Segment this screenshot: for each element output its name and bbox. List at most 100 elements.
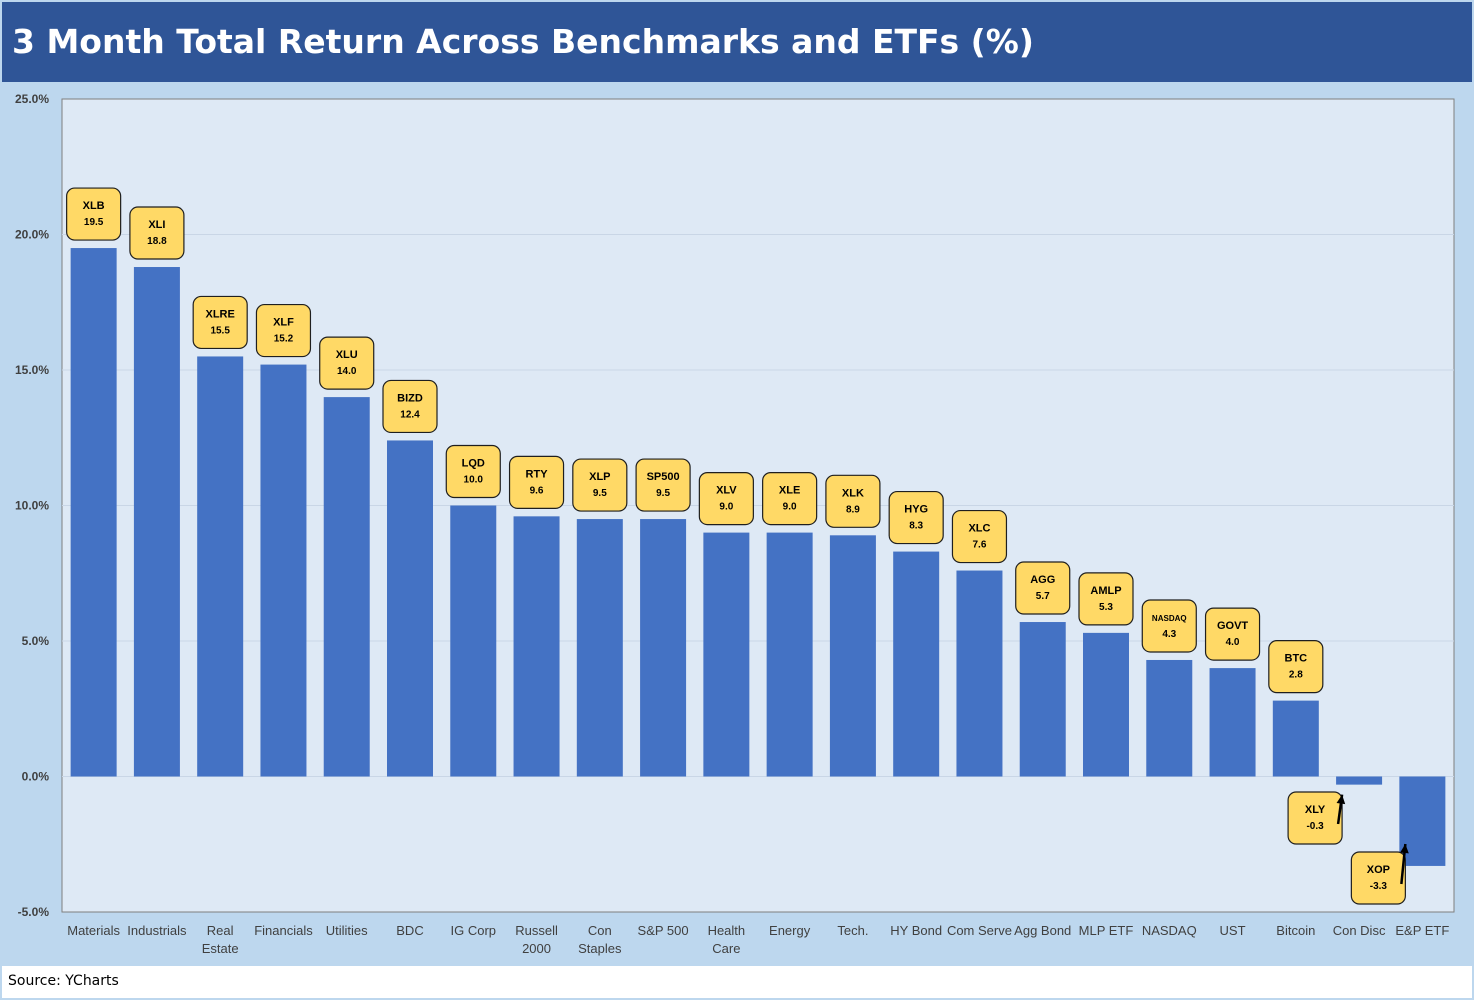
data-label-value: 7.6 bbox=[973, 540, 987, 551]
y-tick-label: -5.0% bbox=[18, 905, 50, 919]
x-tick-label: Con bbox=[588, 923, 612, 938]
bar bbox=[1209, 668, 1256, 777]
data-label-value: 14.0 bbox=[337, 366, 357, 377]
data-label-box bbox=[1350, 851, 1406, 905]
data-label-ticker: AMLP bbox=[1090, 585, 1121, 597]
data-label-value: 5.3 bbox=[1099, 602, 1113, 613]
y-tick-label: 5.0% bbox=[22, 634, 50, 648]
data-label-ticker: XLI bbox=[148, 219, 165, 231]
data-label-ticker: XLP bbox=[589, 471, 610, 483]
data-label-value: 15.5 bbox=[210, 325, 230, 336]
data-label-box bbox=[1287, 791, 1343, 845]
data-label-value: 12.4 bbox=[400, 409, 420, 420]
data-label-ticker: XLK bbox=[842, 487, 864, 499]
data-label-ticker: XLC bbox=[968, 523, 990, 535]
x-tick-label: Tech. bbox=[837, 923, 868, 938]
chart-area: 25.0% 20.0% 15.0% 10.0% 5.0% 0.0% -5.0% Materia… bbox=[2, 84, 1472, 966]
data-label-ticker: NASDAQ bbox=[1152, 614, 1187, 623]
data-label-value: 5.7 bbox=[1036, 591, 1050, 602]
y-tick-label: 10.0% bbox=[15, 499, 49, 513]
y-tick-label: 15.0% bbox=[15, 363, 49, 377]
data-label-value: 9.5 bbox=[593, 488, 607, 499]
data-label-value: -3.3 bbox=[1370, 881, 1388, 892]
x-tick-label: Materials bbox=[67, 923, 120, 938]
x-tick-label: Bitcoin bbox=[1276, 923, 1315, 938]
data-label-ticker: BTC bbox=[1285, 653, 1308, 665]
bar bbox=[956, 570, 1003, 777]
data-label-value: 2.8 bbox=[1289, 670, 1303, 681]
data-label-box bbox=[1141, 599, 1197, 653]
chart-title: 3 Month Total Return Across Benchmarks a… bbox=[12, 22, 1034, 61]
x-tick-label: Estate bbox=[202, 941, 239, 956]
title-bar: 3 Month Total Return Across Benchmarks a… bbox=[2, 2, 1472, 82]
x-tick-label: Utilities bbox=[326, 923, 368, 938]
x-tick-label: Agg Bond bbox=[1014, 923, 1071, 938]
bar bbox=[323, 397, 370, 777]
bar bbox=[513, 516, 560, 777]
data-label-ticker: XLY bbox=[1305, 804, 1326, 816]
data-label-value: 9.5 bbox=[656, 488, 670, 499]
data-label-ticker: XOP bbox=[1367, 864, 1390, 876]
x-tick-label: Health bbox=[708, 923, 746, 938]
data-label-ticker: XLV bbox=[716, 485, 737, 497]
data-label-ticker: BIZD bbox=[397, 392, 423, 404]
callout-arrowhead bbox=[1336, 794, 1346, 805]
source-bar: Source: YCharts bbox=[2, 966, 1472, 998]
source-note: Source: YCharts bbox=[8, 973, 119, 989]
data-label-box bbox=[1204, 607, 1261, 661]
data-label-box bbox=[445, 444, 501, 499]
bar bbox=[387, 440, 433, 777]
data-label-value: 4.0 bbox=[1226, 637, 1240, 648]
bar-chart: 25.0% 20.0% 15.0% 10.0% 5.0% 0.0% -5.0% Materia… bbox=[15, 92, 1455, 956]
bar bbox=[450, 505, 497, 777]
x-tick-label: UST bbox=[1220, 923, 1246, 938]
data-label-ticker: XLU bbox=[336, 349, 358, 361]
data-label-ticker: AGG bbox=[1030, 574, 1055, 586]
data-label-box bbox=[572, 458, 628, 512]
data-label-value: -0.3 bbox=[1306, 821, 1324, 832]
data-label-box bbox=[951, 509, 1008, 564]
bar bbox=[1336, 776, 1383, 785]
x-tick-label: Com Serve bbox=[947, 923, 1012, 938]
bar bbox=[576, 519, 623, 777]
data-label-box bbox=[129, 206, 185, 260]
bar bbox=[703, 532, 750, 777]
x-tick-label: Energy bbox=[769, 923, 811, 938]
x-tick-label: IG Corp bbox=[451, 923, 497, 938]
data-label-box bbox=[508, 455, 565, 509]
data-label-box bbox=[825, 474, 881, 528]
data-label-box bbox=[698, 472, 754, 526]
data-label-value: 9.6 bbox=[530, 485, 544, 496]
bar bbox=[829, 535, 876, 777]
data-label-ticker: GOVT bbox=[1217, 620, 1248, 632]
x-tick-label: Industrials bbox=[127, 923, 187, 938]
bar bbox=[893, 551, 940, 777]
x-tick-label: Russell bbox=[515, 923, 558, 938]
data-label-value: 10.0 bbox=[464, 475, 484, 486]
data-label-ticker: XLRE bbox=[206, 308, 235, 320]
data-label-box bbox=[635, 458, 691, 512]
data-label-box bbox=[382, 379, 438, 434]
data-label-value: 9.0 bbox=[719, 502, 733, 513]
bar bbox=[1272, 700, 1319, 777]
data-label-value: 8.3 bbox=[909, 521, 923, 532]
x-tick-label: E&P ETF bbox=[1395, 923, 1449, 938]
bar bbox=[1083, 632, 1129, 777]
data-label-box bbox=[255, 303, 312, 358]
bar bbox=[766, 532, 813, 777]
data-label-ticker: XLE bbox=[779, 485, 800, 497]
y-tick-label: 20.0% bbox=[15, 228, 49, 242]
data-label-box bbox=[66, 187, 122, 241]
bar bbox=[1019, 622, 1066, 777]
data-label-box bbox=[1015, 561, 1071, 615]
x-tick-label: S&P 500 bbox=[638, 923, 689, 938]
bar bbox=[260, 364, 307, 777]
x-tick-label: Staples bbox=[578, 941, 622, 956]
data-label-box bbox=[888, 490, 944, 545]
data-label-value: 4.3 bbox=[1162, 629, 1176, 640]
data-label-value: 18.8 bbox=[147, 236, 167, 247]
callout-arrowhead bbox=[1400, 844, 1409, 854]
data-label-ticker: SP500 bbox=[647, 471, 680, 483]
x-tick-label: Real bbox=[207, 923, 234, 938]
